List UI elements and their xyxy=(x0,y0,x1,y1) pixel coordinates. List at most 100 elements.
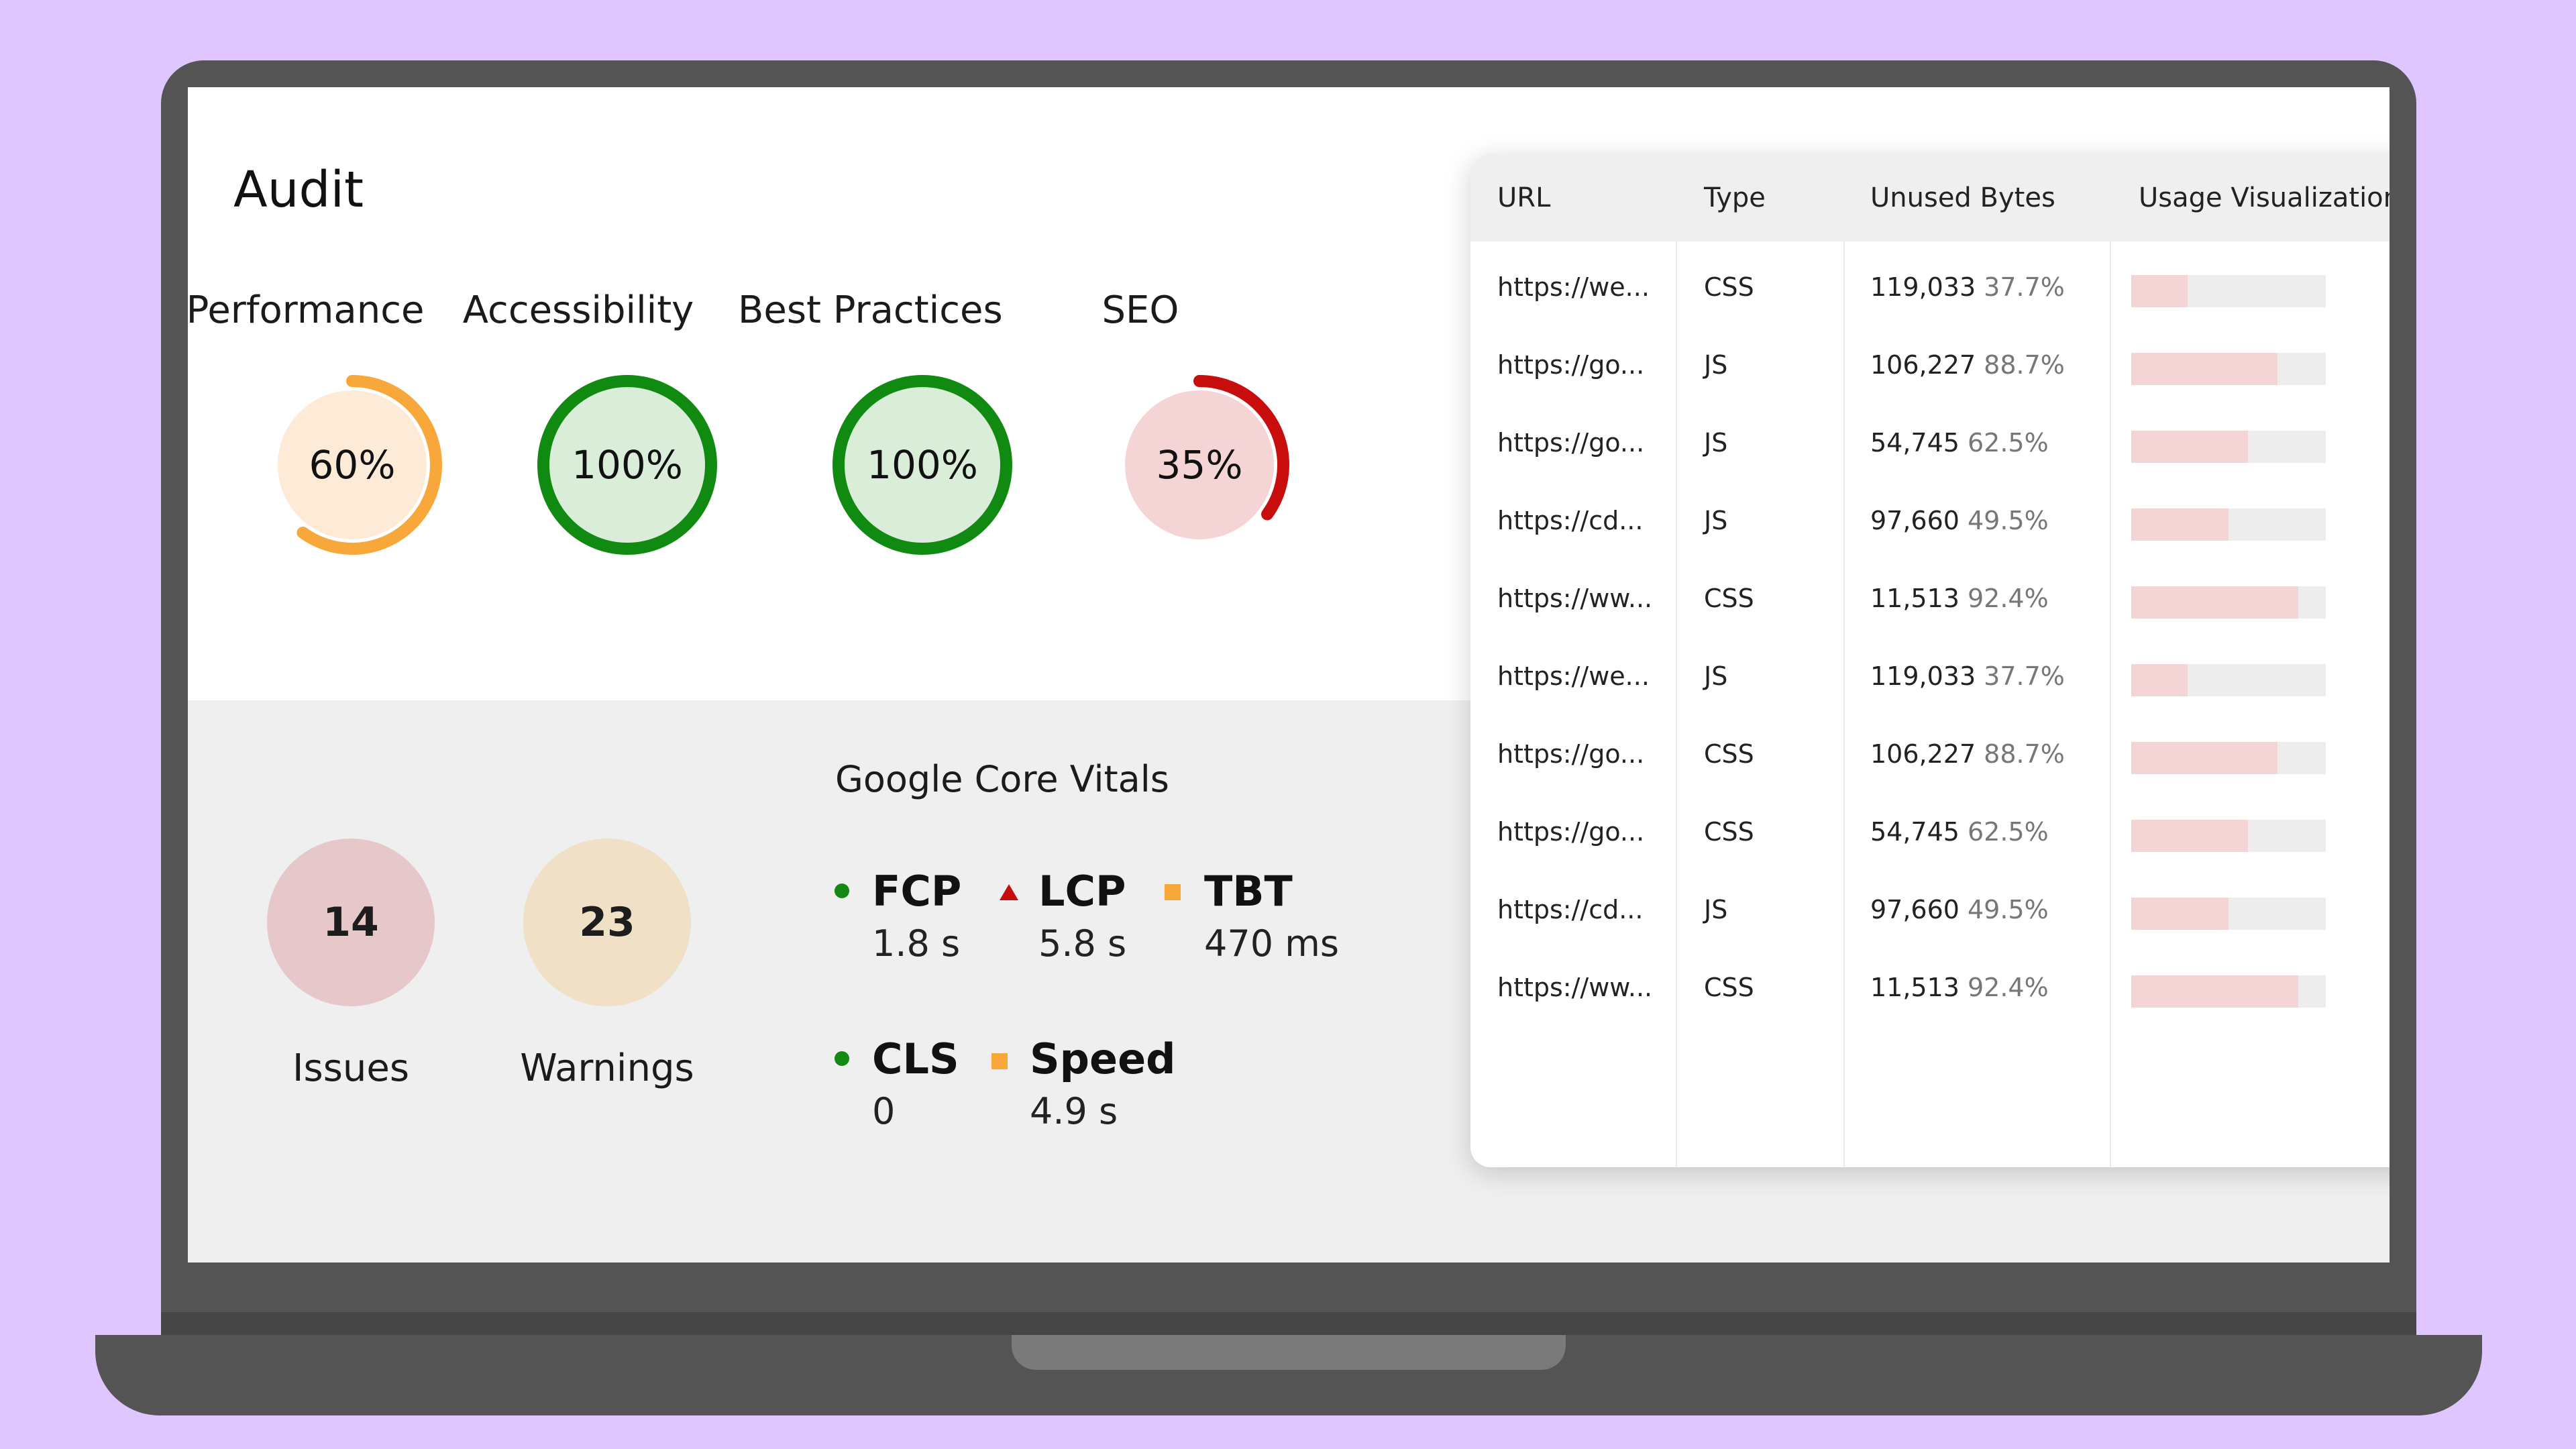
column-header-type[interactable]: Type xyxy=(1704,182,1766,213)
bytes-cell: 97,660 49.5% xyxy=(1870,871,2049,949)
column-header-usage-visualization[interactable]: Usage Visualization xyxy=(2139,182,2390,213)
score-performance[interactable]: Performance xyxy=(188,288,433,332)
score-label: SEO xyxy=(1102,288,1179,332)
bytes-percent: 62.5% xyxy=(1967,817,2049,847)
bytes-value: 11,513 xyxy=(1870,973,1960,1002)
url-cell[interactable]: https://ww... xyxy=(1497,584,1653,613)
usage-bar-fill xyxy=(2131,742,2277,774)
bytes-percent: 92.4% xyxy=(1967,973,2049,1002)
accessibility-gauge: 100% xyxy=(530,368,724,562)
table-row[interactable]: https://cd... JS 97,660 49.5% xyxy=(1470,482,2390,559)
bytes-percent: 88.7% xyxy=(1984,350,2065,380)
bytes-cell: 54,745 62.5% xyxy=(1870,793,2049,871)
vital-value: 4.9 s xyxy=(1030,1090,1118,1132)
issues-label: Issues xyxy=(292,1046,409,1090)
bytes-cell: 106,227 88.7% xyxy=(1870,326,2065,404)
unused-bytes-table: URL Type Unused Bytes Usage Visualizatio… xyxy=(1470,154,2390,1167)
usage-bar xyxy=(2131,275,2326,307)
url-cell[interactable]: https://go... xyxy=(1497,739,1645,769)
type-cell: JS xyxy=(1704,428,1728,458)
bytes-cell: 119,033 37.7% xyxy=(1870,248,2065,326)
vital-name: Speed xyxy=(1030,1034,1176,1083)
gauge-arc xyxy=(1110,375,1289,555)
score-label: Best Practices xyxy=(738,288,1003,332)
warnings-count[interactable]: 23 xyxy=(523,839,691,1006)
score-accessibility[interactable]: Accessibility xyxy=(451,288,706,332)
bytes-value: 119,033 xyxy=(1870,661,1976,691)
gauge-value: 35% xyxy=(1156,442,1243,488)
url-cell[interactable]: https://go... xyxy=(1497,350,1645,380)
type-cell: JS xyxy=(1704,506,1728,535)
type-cell: JS xyxy=(1704,661,1728,691)
url-cell[interactable]: https://go... xyxy=(1497,817,1645,847)
usage-bar xyxy=(2131,508,2326,541)
bytes-cell: 119,033 37.7% xyxy=(1870,637,2065,715)
vital-value: 470 ms xyxy=(1204,922,1339,965)
bytes-value: 97,660 xyxy=(1870,895,1960,924)
page-title: Audit xyxy=(233,161,364,219)
bytes-value: 106,227 xyxy=(1870,739,1976,769)
usage-bar-fill xyxy=(2131,664,2188,696)
score-best-practices[interactable]: Best Practices xyxy=(738,288,1003,332)
table-row[interactable]: https://go... JS 106,227 88.7% xyxy=(1470,326,2390,404)
usage-bar xyxy=(2131,742,2326,774)
type-cell: CSS xyxy=(1704,817,1754,847)
bytes-cell: 97,660 49.5% xyxy=(1870,482,2049,559)
url-cell[interactable]: https://ww... xyxy=(1497,973,1653,1002)
bytes-cell: 11,513 92.4% xyxy=(1870,559,2049,637)
vital-name: CLS xyxy=(872,1034,959,1083)
type-cell: JS xyxy=(1704,350,1728,380)
status-square-icon xyxy=(1165,884,1181,900)
table-row[interactable]: https://we... CSS 119,033 37.7% xyxy=(1470,248,2390,326)
gauge-arc xyxy=(833,375,1012,555)
table-row[interactable]: https://we... JS 119,033 37.7% xyxy=(1470,637,2390,715)
type-cell: JS xyxy=(1704,895,1728,924)
status-square-icon xyxy=(991,1053,1008,1069)
table-row[interactable]: https://go... CSS 106,227 88.7% xyxy=(1470,715,2390,793)
score-label: Accessibility xyxy=(462,288,694,332)
gauge-value: 100% xyxy=(867,442,978,488)
type-cell: CSS xyxy=(1704,272,1754,302)
url-cell[interactable]: https://we... xyxy=(1497,661,1650,691)
table-row[interactable]: https://go... JS 54,745 62.5% xyxy=(1470,404,2390,482)
vitals-title: Google Core Vitals xyxy=(835,758,1169,800)
column-header-url[interactable]: URL xyxy=(1497,182,1551,213)
usage-bar-fill xyxy=(2131,353,2277,385)
performance-gauge: 60% xyxy=(255,368,449,562)
laptop-hinge xyxy=(161,1312,2416,1335)
issues-count[interactable]: 14 xyxy=(267,839,435,1006)
vital-lcp: LCP 5.8 s xyxy=(1038,867,1126,965)
table-row[interactable]: https://cd... JS 97,660 49.5% xyxy=(1470,871,2390,949)
bytes-percent: 37.7% xyxy=(1984,272,2065,302)
score-seo[interactable]: SEO xyxy=(1013,288,1268,332)
table-row[interactable]: https://ww... CSS 11,513 92.4% xyxy=(1470,949,2390,1026)
usage-bar-fill xyxy=(2131,431,2248,463)
usage-bar-fill xyxy=(2131,898,2229,930)
best-practices-gauge: 100% xyxy=(825,368,1020,562)
url-cell[interactable]: https://go... xyxy=(1497,428,1645,458)
url-cell[interactable]: https://cd... xyxy=(1497,506,1644,535)
usage-bar-fill xyxy=(2131,820,2248,852)
table-header: URL Type Unused Bytes Usage Visualizatio… xyxy=(1470,154,2390,241)
usage-bar xyxy=(2131,975,2326,1008)
table-row[interactable]: https://ww... CSS 11,513 92.4% xyxy=(1470,559,2390,637)
column-header-unused-bytes[interactable]: Unused Bytes xyxy=(1870,182,2055,213)
usage-bar xyxy=(2131,664,2326,696)
url-cell[interactable]: https://cd... xyxy=(1497,895,1644,924)
type-cell: CSS xyxy=(1704,584,1754,613)
bytes-value: 119,033 xyxy=(1870,272,1976,302)
gauge-arc xyxy=(537,375,717,555)
bytes-value: 97,660 xyxy=(1870,506,1960,535)
column-divider xyxy=(1676,241,1677,1167)
laptop-notch xyxy=(1012,1335,1566,1370)
bytes-value: 54,745 xyxy=(1870,817,1960,847)
vital-fcp: FCP 1.8 s xyxy=(872,867,961,965)
url-cell[interactable]: https://we... xyxy=(1497,272,1650,302)
bytes-percent: 88.7% xyxy=(1984,739,2065,769)
status-dot-icon xyxy=(835,883,849,898)
vital-value: 5.8 s xyxy=(1038,922,1127,965)
warning-triangle-icon xyxy=(1000,884,1018,900)
table-row[interactable]: https://go... CSS 54,745 62.5% xyxy=(1470,793,2390,871)
vital-speed: Speed 4.9 s xyxy=(1030,1034,1176,1132)
bytes-value: 11,513 xyxy=(1870,584,1960,613)
